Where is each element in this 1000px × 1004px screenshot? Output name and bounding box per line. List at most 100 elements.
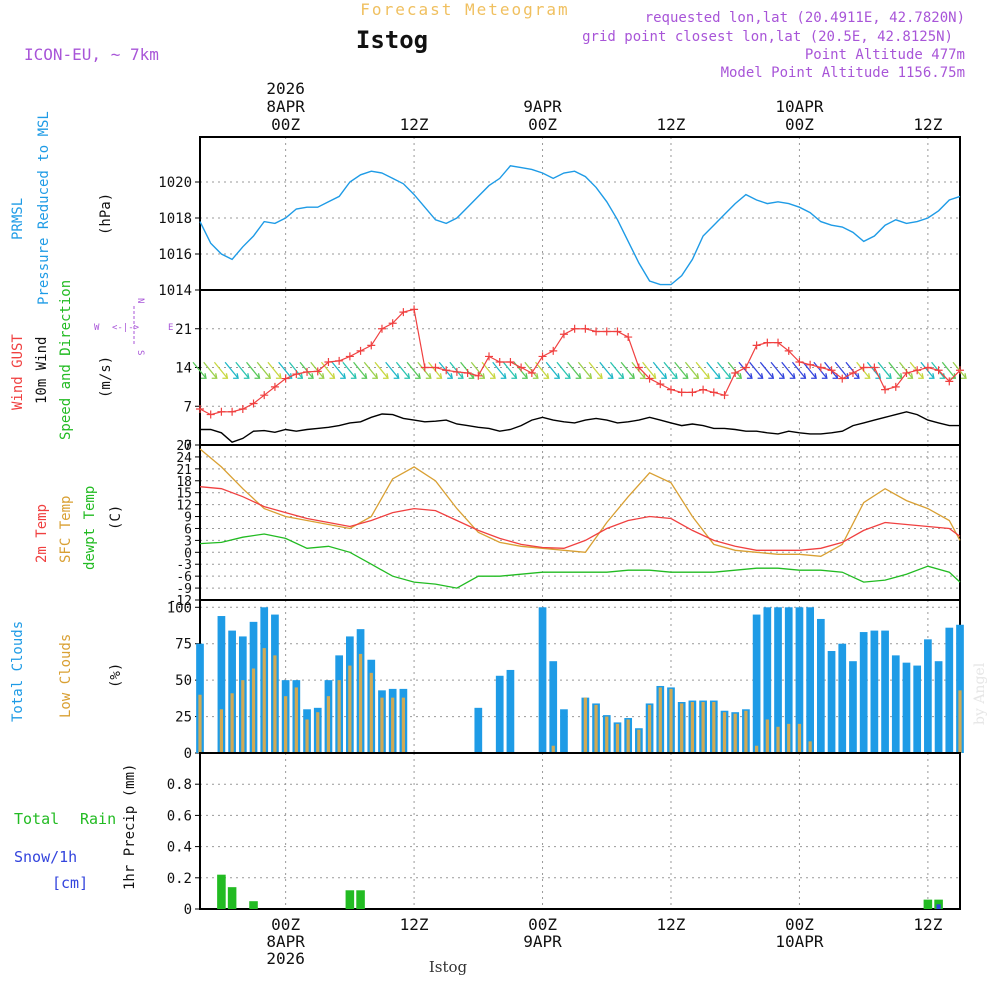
low-cloud-bar: [251, 668, 256, 753]
wind-dir-shaft: [374, 361, 389, 379]
pressure-ytick-label: 1018: [158, 211, 192, 227]
wind-ytick-label: 14: [175, 361, 192, 377]
wind-dir-arrow: [406, 361, 421, 379]
wind-dir-arrow: [674, 361, 689, 379]
temp-sfc-label: SFC Temp: [58, 496, 74, 563]
compass-n: N: [135, 298, 145, 303]
temp-ytick-label: 12: [176, 499, 192, 514]
wind-dir-shaft: [620, 361, 635, 379]
temp-ytick-label: 6: [184, 522, 192, 537]
total-cloud-bar: [838, 643, 847, 753]
gust-marker: [870, 363, 879, 372]
top-time-label: 12Z: [400, 115, 429, 134]
clouds-ytick-label: 75: [175, 637, 192, 653]
temp-ytick-label: 27: [176, 439, 192, 454]
gust-marker: [699, 385, 708, 394]
wind-dir-head: [329, 373, 336, 379]
wind-dir-shaft: [320, 361, 335, 379]
wind-dir-arrow: [385, 361, 400, 379]
wind-dir-shaft: [888, 361, 903, 379]
gust-marker: [859, 363, 868, 372]
bottom-time-label: 00Z: [528, 915, 557, 934]
gust-marker: [410, 305, 419, 314]
wind-dir-arrow: [342, 361, 357, 379]
low-cloud-bar: [326, 696, 331, 753]
low-cloud-bar: [797, 723, 802, 753]
wind-dir-arrow: [759, 361, 775, 379]
total-cloud-bar: [870, 630, 879, 753]
wind-dir-head: [564, 373, 571, 379]
wind-dir-shaft: [385, 361, 400, 379]
wind-dir-shaft: [663, 361, 678, 379]
wind-dir-shaft: [588, 361, 603, 379]
precip-rain-label: Rain: [80, 810, 116, 828]
total-clouds-label: Total Clouds: [10, 621, 26, 722]
wind-dir-head: [704, 373, 710, 379]
gust-marker: [709, 388, 718, 397]
gust-marker: [228, 407, 237, 416]
wind-dir-head: [725, 373, 732, 379]
gust-marker: [260, 391, 269, 400]
wind-dir-shaft: [342, 361, 357, 379]
wind-dir-shaft: [256, 361, 271, 379]
gust-marker: [335, 356, 344, 365]
bottom-time-label: 9APR: [523, 932, 562, 951]
wind-dir-head: [382, 373, 389, 379]
wind-dir-head: [554, 373, 561, 379]
bottom-station-label: Istog: [429, 958, 468, 976]
wind-dir-arrow: [545, 361, 561, 379]
low-cloud-bar: [219, 709, 224, 753]
gust-marker: [934, 366, 943, 375]
bottom-time-label: 12Z: [913, 915, 942, 934]
wind-dir-head: [415, 373, 421, 379]
wind-dir-arrow: [877, 361, 892, 379]
wind-dir-head: [618, 373, 625, 379]
gust-marker: [570, 324, 579, 333]
wind-dir-head: [928, 373, 935, 379]
clouds-ytick-label: 50: [175, 673, 192, 689]
wind-dir-arrow: [246, 361, 261, 379]
bottom-time-label: 10APR: [775, 932, 824, 951]
wind-dir-shaft: [492, 361, 507, 379]
temp-ytick-label: 24: [176, 451, 192, 466]
low-cloud-bar: [284, 696, 288, 753]
precip-total-label: Total: [14, 810, 59, 828]
wind-dir-head: [864, 373, 871, 379]
wind-dir-head: [918, 373, 924, 379]
prmsl-label: PRMSL: [10, 198, 26, 240]
pressure-ytick-label: 1014: [158, 283, 192, 299]
gust-marker: [741, 363, 750, 372]
gust-marker: [249, 399, 258, 408]
low-cloud-bar: [380, 697, 384, 753]
wind-dir-arrow: [374, 361, 389, 379]
total-cloud-bar: [538, 607, 547, 753]
temp-ytick-label: -12: [169, 594, 192, 609]
temp-ytick-label: 3: [184, 534, 192, 549]
total-cloud-bar: [891, 655, 900, 753]
wind-speed-line: [200, 411, 960, 443]
total-cloud-bar: [902, 662, 911, 753]
top-time-label: 8APR: [266, 97, 305, 116]
gust-marker: [677, 388, 686, 397]
pressure-ytick-label: 1020: [158, 175, 192, 191]
low-cloud-bar: [294, 687, 298, 753]
total-cloud-bar: [228, 630, 236, 753]
low-cloud-bar: [369, 672, 373, 753]
wind-dir-arrow: [192, 361, 207, 379]
wind-dir-arrow: [588, 361, 603, 379]
total-cloud-bar: [784, 607, 793, 753]
wind-dir-shaft: [213, 361, 228, 379]
wind-dir-shaft: [203, 361, 218, 379]
gust-marker: [324, 357, 333, 366]
wind-dir-arrow: [353, 361, 368, 379]
low-cloud-bar: [787, 723, 791, 753]
temp-ytick-label: 15: [176, 487, 192, 502]
rain-bar: [217, 874, 226, 909]
total-cloud-bar: [924, 639, 932, 753]
wind-dir-label: Speed and Direction: [58, 280, 74, 440]
low-cloud-bar: [230, 693, 234, 753]
wind-dir-shaft: [577, 361, 592, 379]
low-cloud-bar: [647, 704, 652, 753]
pressure-unit: (hPa): [98, 193, 114, 235]
